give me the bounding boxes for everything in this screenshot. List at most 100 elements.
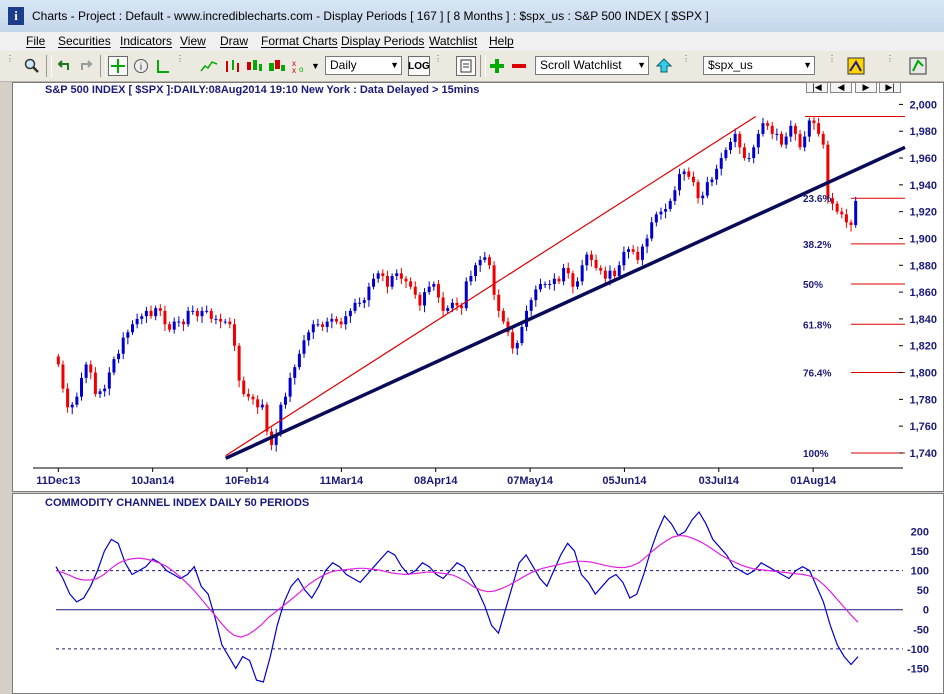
menu-file[interactable]: File — [26, 34, 46, 48]
up-arrow-icon[interactable] — [654, 56, 674, 76]
nav-prev-button[interactable]: ◀ — [830, 82, 852, 93]
info-icon[interactable]: i — [131, 56, 151, 76]
menu-format-charts[interactable]: Format Charts — [261, 34, 338, 48]
security-select[interactable]: $spx_us ▼ — [703, 56, 815, 75]
crosshair-icon[interactable] — [108, 56, 128, 76]
price-candle-body — [775, 133, 779, 135]
chevron-down-icon: ▼ — [390, 60, 399, 70]
price-candle-body — [724, 149, 728, 159]
page-icon[interactable] — [456, 56, 476, 76]
price-candle-body — [418, 294, 422, 306]
price-candle-body — [534, 289, 538, 301]
price-candle-body — [395, 273, 399, 276]
price-candle-body — [288, 377, 292, 397]
menu-display-periods[interactable]: Display Periods — [341, 34, 425, 48]
price-candle-body — [89, 364, 93, 373]
menu-draw[interactable]: Draw — [220, 34, 249, 48]
toolbar-grip[interactable]: ⋮ — [176, 54, 184, 63]
toolbar-separator — [480, 55, 486, 77]
price-chart[interactable]: S&P 500 INDEX [ $SPX ]:DAILY:08Aug2014 1… — [13, 83, 943, 491]
price-candle-body — [293, 367, 297, 378]
cci-average-line — [55, 534, 859, 638]
price-candle-body — [742, 147, 746, 159]
cci-chart-title: COMMODITY CHANNEL INDEX DAILY 50 PERIODS — [45, 497, 309, 509]
candlestick-icon[interactable] — [244, 56, 264, 76]
price-candle-body — [339, 321, 343, 325]
price-candle-body — [464, 281, 468, 309]
menu-indicators[interactable]: Indicators — [120, 34, 173, 48]
chart-tool-icon[interactable] — [908, 56, 928, 76]
price-candle-body — [640, 246, 644, 260]
price-candle-body — [645, 238, 649, 247]
nav-last-button[interactable]: ▶| — [879, 82, 901, 93]
cci-y-tick-label: 150 — [911, 546, 929, 558]
trendline-icon[interactable] — [153, 56, 173, 76]
watchlist-tool-icon[interactable] — [846, 56, 866, 76]
price-candle-body — [715, 168, 719, 180]
cci-chart-panel[interactable]: COMMODITY CHANNEL INDEX DAILY 50 PERIODS… — [12, 493, 944, 694]
price-candle-body — [548, 284, 552, 286]
price-candle-body — [381, 273, 385, 276]
nav-first-button[interactable]: |◀ — [806, 82, 828, 93]
period-select[interactable]: Daily ▼ — [325, 56, 402, 75]
price-candle-body — [678, 174, 682, 191]
redo-icon[interactable] — [76, 56, 96, 76]
price-candle-body — [214, 318, 218, 320]
price-candle-body — [752, 147, 756, 159]
zoom-icon[interactable] — [22, 56, 42, 76]
cci-chart[interactable]: COMMODITY CHANNEL INDEX DAILY 50 PERIODS… — [13, 494, 943, 693]
price-candle-body — [650, 222, 654, 239]
price-candle-body — [376, 273, 380, 279]
price-candle-body — [821, 133, 825, 145]
price-y-tick-label: 1,840 — [909, 314, 937, 326]
chart-type-dropdown-icon[interactable]: ▼ — [311, 61, 320, 71]
cci-y-tick-label: -50 — [913, 624, 929, 636]
nav-next-button[interactable]: ▶ — [855, 82, 877, 93]
price-candle-body — [844, 214, 848, 223]
menu-view[interactable]: View — [180, 34, 206, 48]
remove-security-icon[interactable] — [509, 56, 529, 76]
add-security-icon[interactable] — [487, 56, 507, 76]
price-candle-body — [186, 310, 190, 325]
price-candle-body — [668, 200, 672, 209]
equivolume-icon[interactable] — [267, 56, 287, 76]
price-candle-body — [506, 321, 510, 333]
toolbar-grip[interactable]: ⋮ — [682, 54, 690, 63]
undo-icon[interactable] — [54, 56, 74, 76]
price-y-tick-label: 1,800 — [909, 368, 937, 380]
line-chart-icon[interactable] — [199, 56, 219, 76]
price-candle-body — [93, 372, 97, 394]
toolbar-grip[interactable]: ⋮ — [886, 54, 894, 63]
price-candle-body — [627, 249, 631, 252]
price-x-tick-label: 05Jun14 — [602, 475, 647, 487]
menu-help[interactable]: Help — [489, 34, 514, 48]
price-candle-body — [780, 133, 784, 145]
price-candle-body — [321, 324, 325, 327]
price-candle-body — [501, 310, 505, 322]
toolbar-grip[interactable]: ⋮ — [6, 54, 14, 63]
price-x-tick-label: 11Mar14 — [320, 475, 364, 487]
toolbar-grip[interactable]: ⋮ — [434, 54, 442, 63]
price-candle-body — [75, 396, 79, 405]
price-candle-body — [478, 259, 482, 266]
price-candle-body — [673, 190, 677, 201]
price-y-tick-label: 1,920 — [909, 207, 937, 219]
price-chart-panel[interactable]: S&P 500 INDEX [ $SPX ]:DAILY:08Aug2014 1… — [12, 82, 944, 492]
price-y-tick-label: 2,000 — [909, 99, 937, 111]
price-candle-body — [469, 276, 473, 282]
menu-securities[interactable]: Securities — [58, 34, 111, 48]
price-candle-body — [61, 364, 65, 389]
price-candle-body — [140, 316, 144, 319]
price-y-tick-label: 1,900 — [909, 233, 937, 245]
price-candle-body — [552, 278, 556, 285]
log-scale-icon[interactable]: LOG — [408, 56, 430, 76]
toolbar-grip[interactable]: ⋮ — [828, 54, 836, 63]
price-candle-body — [98, 391, 102, 394]
price-candle-body — [492, 265, 496, 295]
watchlist-select[interactable]: Scroll Watchlist ▼ — [535, 56, 649, 75]
price-candle-body — [511, 332, 515, 349]
bar-chart-icon[interactable] — [222, 56, 242, 76]
menu-watchlist[interactable]: Watchlist — [429, 34, 478, 48]
